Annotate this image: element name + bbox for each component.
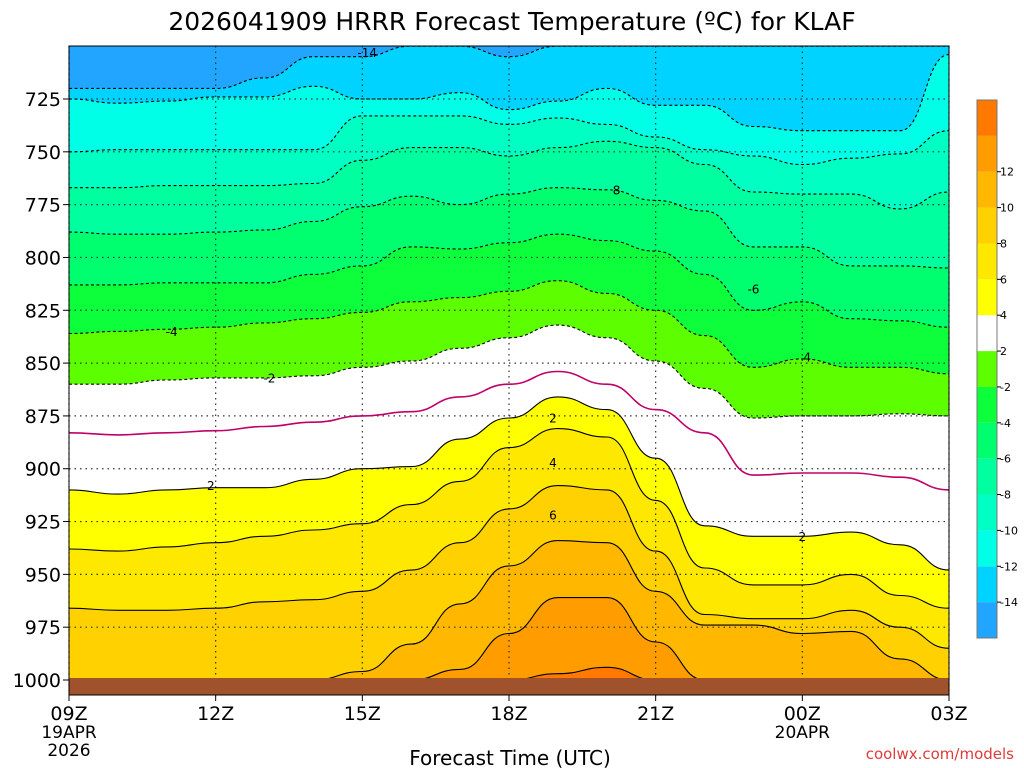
contour-label: 4 [803, 350, 811, 364]
contour-label-group: 8 [613, 183, 621, 197]
colorbar-swatch [977, 566, 997, 603]
colorbar-label: -4 [1000, 417, 1011, 430]
x-tick-label: 09Z [50, 703, 87, 725]
colorbar-legend: -14 -12 -10 -8 -6 -4 -2 2 4 6 8 10 12 [976, 99, 1018, 639]
y-tick-label: 875 [25, 406, 61, 428]
x-tick-sublabel: 20APR [775, 723, 831, 743]
colorbar-label: 4 [1000, 309, 1007, 322]
contour-label: 6 [549, 509, 557, 523]
x-tick-label: 00Z [784, 703, 821, 725]
contour-line--2 [69, 280, 949, 375]
x-tick-label: 21Z [637, 703, 674, 725]
contour-label-group: 2 [549, 412, 557, 426]
colorbar-label: 12 [1000, 166, 1014, 179]
colorbar-swatch [977, 386, 997, 423]
colorbar-swatch [977, 279, 997, 316]
contour-label-group: -2 [263, 371, 275, 385]
colorbar-label: -8 [1000, 489, 1011, 502]
contour-label-group: 2 [207, 479, 215, 493]
colorbar-label: -12 [1000, 560, 1018, 573]
y-axis: 725 750 775 800 825 850 875 900 925 950 975 1000 [13, 89, 69, 692]
y-tick-label: 925 [25, 512, 61, 534]
x-axis-label: Forecast Time (UTC) [409, 746, 611, 768]
contour-label-group: -6 [747, 283, 759, 297]
x-tick-label: 12Z [197, 703, 234, 725]
y-tick-label: 975 [25, 617, 61, 639]
colorbar-swatch [977, 315, 997, 352]
colorbar-label: -14 [1000, 596, 1018, 609]
contour-line-6 [69, 485, 949, 649]
contour-labels: -14 8 -6 -4 4 -2 2 2 2 4 6 [166, 46, 811, 544]
colorbar-swatch [977, 602, 997, 638]
y-tick-label: 825 [25, 300, 61, 322]
colorbar-label: -2 [1000, 381, 1011, 394]
ground-surface [69, 678, 949, 695]
x-tick-sublabel: 2026 [47, 741, 90, 761]
y-tick-label: 775 [25, 195, 61, 217]
contour-label-group: 2 [799, 530, 807, 544]
colorbar-swatch [977, 207, 997, 244]
colorbar-swatch [977, 351, 997, 387]
y-tick-label: 725 [25, 89, 61, 111]
contour-label: 4 [549, 456, 557, 470]
y-tick-label: 750 [25, 142, 61, 164]
ground-strip [69, 678, 949, 695]
contour-line--12 [69, 54, 949, 132]
y-tick-label: 850 [25, 353, 61, 375]
colorbar-swatch [977, 458, 997, 495]
contour-line-4 [69, 428, 949, 609]
contour-label: -2 [263, 371, 275, 385]
colorbar-swatch [977, 530, 997, 567]
colorbar-label: 10 [1000, 202, 1014, 215]
colorbar-label: 8 [1000, 237, 1007, 250]
contour-label-group: 4 [803, 350, 811, 364]
chart-title: 2026041909 HRRR Forecast Temperature (ºC… [168, 7, 855, 36]
colorbar-frame [976, 99, 998, 639]
contour-line-2 [69, 396, 949, 571]
colorbar-swatch [977, 422, 997, 459]
contour-line--4 [69, 233, 949, 328]
contour-label: -14 [357, 46, 377, 60]
x-tick-label: 03Z [930, 703, 967, 725]
x-tick-label: 15Z [344, 703, 381, 725]
contour-line--6 [69, 187, 949, 269]
temperature-bands [69, 46, 949, 695]
colorbar-label: -10 [1000, 524, 1018, 537]
contour-label-group: 4 [549, 456, 557, 470]
contour-label: 8 [613, 183, 621, 197]
contour-label-group: -14 [357, 46, 377, 60]
contour-label: 2 [207, 479, 215, 493]
contour-line--10 [69, 115, 949, 166]
y-tick-label: 950 [25, 564, 61, 586]
colorbar-swatch [977, 135, 997, 172]
y-tick-label: 900 [25, 459, 61, 481]
contour-line-1 [69, 370, 949, 491]
colorbar-swatch [977, 243, 997, 280]
colorbar-swatch [977, 494, 997, 531]
contour-label: -4 [166, 325, 178, 339]
band-below-8 [69, 540, 949, 695]
y-tick-label: 800 [25, 247, 61, 269]
contour-label: 2 [799, 530, 807, 544]
contour-label: -6 [747, 283, 759, 297]
contour-label-group: 6 [549, 509, 557, 523]
contour-label-group: -4 [166, 325, 178, 339]
colorbar-swatch [977, 171, 997, 208]
colorbar-label: 2 [1000, 345, 1007, 358]
colorbar-swatch [977, 100, 997, 136]
credit-text: coolwx.com/models [866, 745, 1014, 763]
x-tick-sublabel: 19APR [41, 723, 97, 743]
x-tick-label: 18Z [490, 703, 527, 725]
colorbar-label: 6 [1000, 273, 1007, 286]
y-tick-label: 1000 [13, 670, 61, 692]
colorbar-label: -6 [1000, 453, 1011, 466]
contour-label: 2 [549, 412, 557, 426]
